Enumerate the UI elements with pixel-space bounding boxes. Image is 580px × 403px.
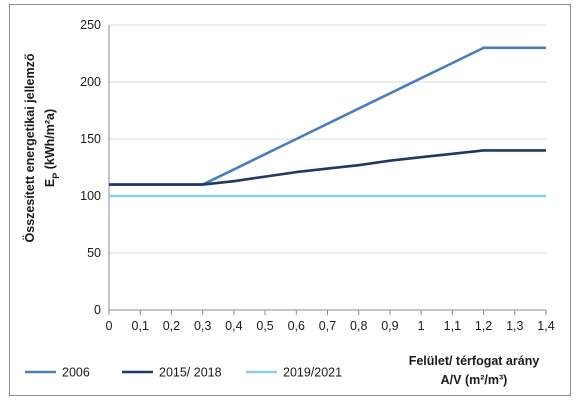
y-tick-label: 50 xyxy=(87,246,101,260)
legend-label: 2019/2021 xyxy=(283,366,342,380)
series-line-1 xyxy=(109,149,546,186)
x-tick-label: 0,2 xyxy=(163,319,180,333)
gridlines xyxy=(109,24,546,254)
x-tick-label: 0,9 xyxy=(381,319,398,333)
x-tick-label: 0 xyxy=(106,319,113,333)
x-tick-label: 0,6 xyxy=(288,319,305,333)
x-axis-label: Felület/ térfogat arány xyxy=(409,354,540,368)
line-chart: 0 50 100 150 200 250 0 0,1 0,2 0,3 0,4 0,5 0,6 0,7 0,… xyxy=(22,18,555,387)
x-tick-label: 0,8 xyxy=(350,319,367,333)
y-axis-label-line2: EP (kWh/m²a) xyxy=(43,109,61,187)
y-tick-label: 150 xyxy=(80,132,101,146)
x-axis-label-line2: A/V (m²/m³) xyxy=(441,373,508,387)
x-tick-label: 0,4 xyxy=(225,319,242,333)
x-tick-label: 1,2 xyxy=(475,319,492,333)
axes xyxy=(108,25,547,315)
y-tick-label: 200 xyxy=(80,75,101,89)
x-tick-label: 0,5 xyxy=(256,319,273,333)
y-tick-label: 100 xyxy=(80,189,101,203)
x-tick-label: 1,1 xyxy=(444,319,461,333)
y-axis-label: Összesített energetikai jellemző xyxy=(22,53,37,242)
x-tick-label: 0,7 xyxy=(319,319,336,333)
x-tick-labels: 0 0,1 0,2 0,3 0,4 0,5 0,6 0,7 0,8 0,9 1 1,1 1,2 1,3 1,… xyxy=(106,319,555,333)
series-lines xyxy=(109,46,546,198)
legend-label: 2006 xyxy=(62,366,90,380)
y-tick-labels: 0 50 100 150 200 250 xyxy=(80,18,101,317)
legend: 2006 2015/ 2018 2019/2021 xyxy=(25,366,342,380)
legend-label: 2015/ 2018 xyxy=(159,366,222,380)
x-tick-label: 0,1 xyxy=(132,319,149,333)
series-line-0 xyxy=(109,46,546,186)
chart-frame: 0 50 100 150 200 250 0 0,1 0,2 0,3 0,4 0,5 0,6 0,7 0,… xyxy=(9,4,571,396)
y-tick-label: 0 xyxy=(94,303,101,317)
x-tick-label: 1 xyxy=(418,319,425,333)
x-tick-label: 1,3 xyxy=(506,319,523,333)
x-tick-label: 0,3 xyxy=(194,319,211,333)
y-tick-label: 250 xyxy=(80,18,101,32)
x-tick-label: 1,4 xyxy=(537,319,554,333)
